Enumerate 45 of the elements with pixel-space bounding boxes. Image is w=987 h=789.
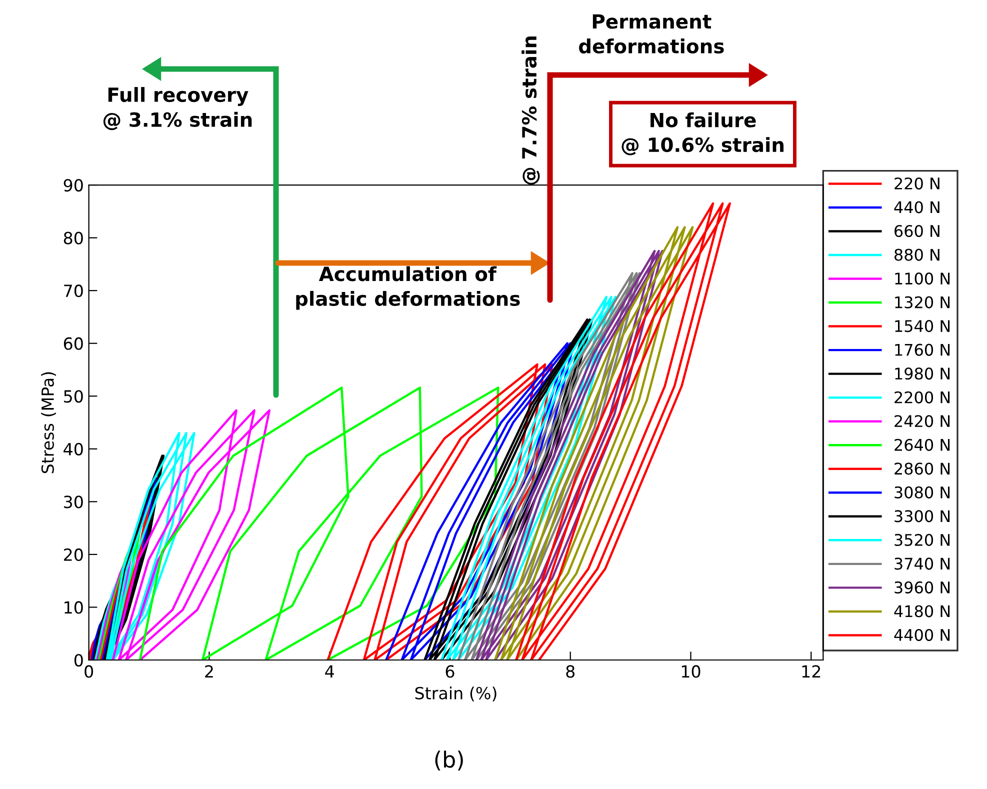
y-tick-label: 90 (64, 178, 83, 192)
x-tick-label: 0 (84, 665, 94, 678)
legend-label: 3960 N (894, 581, 950, 594)
y-tick-label: 50 (64, 390, 83, 403)
legend-label: 2860 N (894, 462, 950, 475)
y-tick-label: 10 (64, 601, 83, 614)
y-tick-label: 60 (64, 337, 83, 350)
text: No failure @ 10.6% strain (622, 112, 784, 156)
legend-label: 3080 N (894, 486, 950, 498)
legend-label: 1760 N (895, 344, 950, 356)
x-tick-label: 12 (802, 665, 820, 678)
y-tick-label: 0 (74, 654, 83, 667)
legend-label: 880 N (894, 248, 940, 261)
text: Permanent deformations (578, 14, 724, 54)
text: Full recovery @ 3.1% strain (103, 87, 252, 130)
y-tick-label: 80 (64, 232, 83, 244)
x-axis-title: Strain (%) (415, 686, 496, 702)
legend-label: 1540 N (895, 320, 950, 332)
legend-label: 4400 N (894, 628, 950, 642)
y-axis-title: Stress (MPa) (41, 372, 56, 474)
x-tick-label: 8 (566, 665, 575, 678)
legend-label: 1320 N (895, 296, 950, 308)
legend-label: 2420 N (894, 415, 950, 428)
legend-label: 660 N (894, 224, 940, 238)
legend-label: 1100 N (895, 272, 950, 285)
x-tick-label: 4 (325, 665, 334, 678)
annotation: Accumulation of plastic deformations (296, 266, 520, 310)
legend-label: 2640 N (894, 438, 950, 451)
legend-label: 220 N (894, 177, 940, 190)
legend-label: 3520 N (894, 534, 950, 546)
legend-label: 3740 N (894, 558, 950, 570)
y-tick-label: 30 (64, 496, 83, 508)
text: (b) (435, 750, 463, 770)
x-tick-label: 10 (682, 665, 700, 678)
legend-label: 3300 N (894, 510, 950, 522)
y-tick-label: 20 (64, 548, 83, 562)
legend-label: 4180 N (894, 605, 950, 618)
y-tick-label: 40 (64, 442, 83, 456)
legend-label: 2200 N (894, 391, 950, 404)
text: @ 7.7% strain (522, 36, 540, 185)
x-tick-label: 6 (446, 665, 454, 678)
y-tick-label: 70 (64, 284, 83, 298)
x-tick-label: 2 (205, 665, 213, 678)
legend-label: 1980 N (895, 368, 950, 380)
legend-label: 440 N (894, 201, 940, 214)
